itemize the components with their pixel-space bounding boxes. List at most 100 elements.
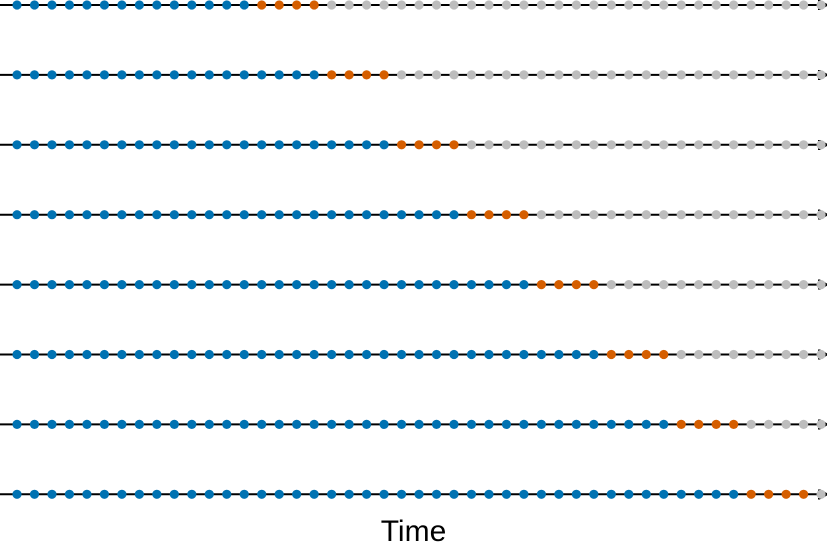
- unused-point: [746, 70, 756, 80]
- test-point: [799, 489, 809, 499]
- train-point: [309, 280, 319, 290]
- unused-point: [746, 210, 756, 220]
- unused-point: [554, 0, 564, 10]
- train-point: [187, 280, 197, 290]
- train-point: [624, 489, 634, 499]
- train-point: [292, 280, 302, 290]
- train-point: [641, 419, 651, 429]
- unused-point: [711, 210, 721, 220]
- train-point: [519, 489, 529, 499]
- train-point: [396, 419, 407, 429]
- unused-point: [781, 0, 791, 10]
- train-point: [396, 349, 407, 360]
- train-point: [257, 140, 267, 150]
- train-point: [536, 489, 547, 499]
- unused-point: [466, 140, 477, 150]
- unused-point: [816, 140, 826, 150]
- train-point: [99, 70, 109, 80]
- train-point: [64, 210, 75, 220]
- train-point: [309, 210, 319, 220]
- unused-point: [571, 210, 581, 220]
- train-point: [204, 349, 214, 360]
- train-point: [379, 280, 389, 290]
- unused-point: [624, 280, 634, 290]
- train-point: [12, 0, 22, 10]
- train-point: [379, 419, 389, 429]
- train-point: [484, 419, 494, 429]
- unused-point: [694, 70, 704, 80]
- train-point: [571, 489, 581, 499]
- train-point: [29, 0, 40, 10]
- unused-point: [571, 0, 581, 10]
- train-point: [169, 280, 179, 290]
- train-point: [12, 489, 22, 499]
- unused-point: [676, 280, 686, 290]
- train-point: [204, 140, 214, 150]
- train-point: [222, 0, 232, 10]
- train-point: [292, 419, 302, 429]
- unused-point: [606, 0, 616, 10]
- train-point: [169, 489, 179, 499]
- train-point: [29, 70, 40, 80]
- train-point: [82, 70, 92, 80]
- train-point: [64, 349, 75, 360]
- train-point: [449, 210, 459, 220]
- unused-point: [554, 70, 564, 80]
- train-point: [29, 419, 40, 429]
- train-point: [327, 489, 337, 499]
- train-point: [659, 419, 669, 429]
- unused-point: [624, 70, 634, 80]
- train-point: [204, 280, 214, 290]
- train-point: [152, 0, 162, 10]
- unused-point: [799, 0, 809, 10]
- unused-point: [449, 70, 459, 80]
- unused-point: [816, 489, 826, 499]
- unused-point: [799, 70, 809, 80]
- train-point: [362, 280, 372, 290]
- train-point: [309, 419, 319, 429]
- unused-point: [396, 0, 407, 10]
- unused-point: [536, 140, 547, 150]
- train-point: [64, 419, 75, 429]
- train-point: [169, 70, 179, 80]
- train-point: [274, 349, 284, 360]
- train-point: [501, 419, 512, 429]
- unused-point: [781, 419, 791, 429]
- train-point: [431, 349, 442, 360]
- train-point: [257, 349, 267, 360]
- unused-point: [606, 280, 616, 290]
- train-point: [257, 280, 267, 290]
- train-point: [99, 489, 109, 499]
- train-point: [239, 210, 249, 220]
- unused-point: [659, 140, 669, 150]
- train-point: [12, 419, 22, 429]
- train-point: [117, 0, 127, 10]
- train-point: [309, 140, 319, 150]
- unused-point: [781, 70, 791, 80]
- train-point: [29, 210, 40, 220]
- unused-point: [781, 140, 791, 150]
- unused-point: [536, 70, 547, 80]
- train-point: [239, 70, 249, 80]
- unused-point: [816, 210, 826, 220]
- unused-point: [729, 280, 739, 290]
- split-row: [0, 70, 826, 79]
- test-point: [606, 349, 616, 360]
- train-point: [292, 210, 302, 220]
- train-point: [64, 489, 75, 499]
- train-point: [152, 70, 162, 80]
- train-point: [134, 0, 144, 10]
- train-point: [309, 349, 319, 360]
- train-point: [82, 210, 92, 220]
- train-point: [344, 419, 354, 429]
- train-point: [187, 70, 197, 80]
- unused-point: [501, 140, 512, 150]
- train-point: [47, 419, 57, 429]
- train-point: [327, 280, 337, 290]
- train-point: [344, 349, 354, 360]
- unused-point: [729, 210, 739, 220]
- train-point: [117, 489, 127, 499]
- train-point: [47, 140, 57, 150]
- unused-point: [536, 0, 547, 10]
- test-point: [501, 210, 512, 220]
